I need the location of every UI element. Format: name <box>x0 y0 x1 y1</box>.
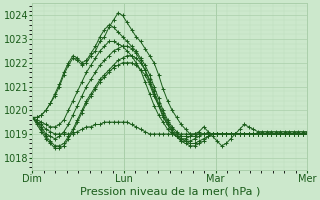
X-axis label: Pression niveau de la mer( hPa ): Pression niveau de la mer( hPa ) <box>80 187 260 197</box>
